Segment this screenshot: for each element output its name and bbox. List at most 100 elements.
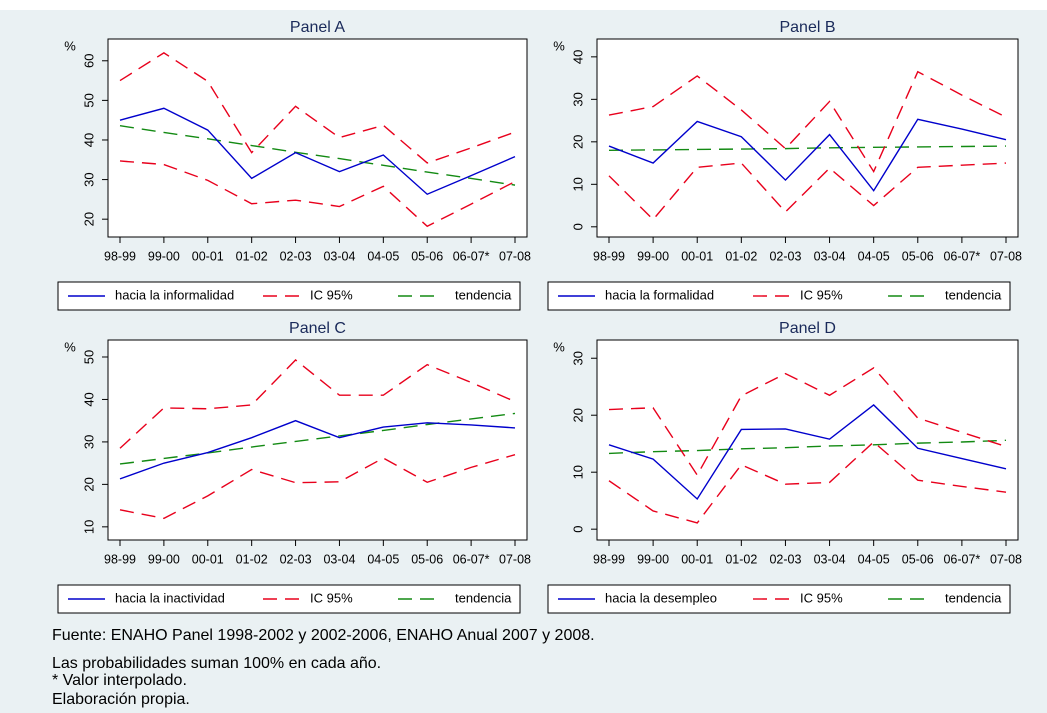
x-tick-label: 98-99 <box>104 552 136 566</box>
x-tick-label: 05-06 <box>411 249 443 263</box>
y-tick-label: 20 <box>81 477 96 491</box>
x-tick-label: 00-01 <box>192 249 224 263</box>
x-tick-label: 07-08 <box>990 552 1022 566</box>
y-tick-label: 0 <box>570 223 585 230</box>
series-line <box>608 145 1007 152</box>
x-tick-label: 06-07* <box>453 552 490 566</box>
x-tick-label: 99-00 <box>148 552 180 566</box>
legend-label: hacia la formalidad <box>605 287 714 302</box>
panel-title: Panel D <box>779 320 836 337</box>
x-tick-label: 02-03 <box>769 552 801 566</box>
x-tick-label: 07-08 <box>499 552 531 566</box>
series-line-lower <box>119 160 516 228</box>
series-line <box>119 52 516 164</box>
y-axis-label: % <box>553 38 565 53</box>
y-tick-label: 20 <box>570 408 585 422</box>
x-tick-label: 05-06 <box>902 552 934 566</box>
legend-label: tendencia <box>455 590 512 605</box>
x-tick-label: 01-02 <box>236 249 268 263</box>
x-tick-label: 99-00 <box>637 552 669 566</box>
x-tick-label: 07-08 <box>990 249 1022 263</box>
y-tick-label: 60 <box>81 54 96 68</box>
x-tick-label: 02-03 <box>280 249 312 263</box>
y-tick-label: 30 <box>570 351 585 365</box>
panel-title: Panel C <box>289 320 346 337</box>
x-tick-label: 00-01 <box>681 552 713 566</box>
y-axis-label: % <box>553 339 565 354</box>
y-tick-label: 30 <box>570 92 585 106</box>
legend-label: tendencia <box>945 590 1002 605</box>
plot-area <box>596 339 1019 541</box>
series-line <box>119 412 516 465</box>
series-line <box>608 439 1007 455</box>
series-line-lower <box>608 441 1007 524</box>
x-tick-label: 01-02 <box>236 552 268 566</box>
legend-label: IC 95% <box>310 590 353 605</box>
x-tick-label: 04-05 <box>858 249 890 263</box>
x-tick-label: 06-07* <box>453 249 490 263</box>
x-tick-label: 98-99 <box>104 249 136 263</box>
y-tick-label: 40 <box>81 392 96 406</box>
legend-label: hacia la inactividad <box>115 590 225 605</box>
series-line <box>608 70 1007 174</box>
x-tick-label: 98-99 <box>593 249 625 263</box>
legend-label: tendencia <box>455 287 512 302</box>
x-tick-label: 01-02 <box>725 552 757 566</box>
x-tick-label: 03-04 <box>323 552 355 566</box>
legend-label: IC 95% <box>800 590 843 605</box>
series-line <box>119 125 516 186</box>
x-tick-label: 06-07* <box>943 249 980 263</box>
footnote: * Valor interpolado. <box>52 672 187 689</box>
legend-label: hacia la informalidad <box>115 287 234 302</box>
x-tick-label: 99-00 <box>637 249 669 263</box>
x-tick-label: 00-01 <box>681 249 713 263</box>
y-tick-label: 30 <box>81 172 96 186</box>
series-line <box>608 367 1007 477</box>
x-tick-label: 99-00 <box>148 249 180 263</box>
x-tick-label: 00-01 <box>192 552 224 566</box>
x-tick-label: 03-04 <box>814 249 846 263</box>
x-tick-label: 98-99 <box>593 552 625 566</box>
legend-label: tendencia <box>945 287 1002 302</box>
x-tick-label: 02-03 <box>769 249 801 263</box>
panel-title: Panel B <box>779 19 835 36</box>
x-tick-label: 06-07* <box>943 552 980 566</box>
series-line-lower <box>119 453 516 520</box>
x-tick-label: 01-02 <box>725 249 757 263</box>
y-tick-label: 10 <box>570 177 585 191</box>
series-line <box>119 107 516 196</box>
x-tick-label: 03-04 <box>814 552 846 566</box>
panel-title: Panel A <box>290 19 345 36</box>
x-tick-label: 04-05 <box>367 249 399 263</box>
y-tick-label: 20 <box>81 212 96 226</box>
x-tick-label: 04-05 <box>858 552 890 566</box>
series-line <box>608 118 1007 192</box>
x-tick-label: 07-08 <box>499 249 531 263</box>
series-line <box>119 419 516 480</box>
x-tick-label: 05-06 <box>902 249 934 263</box>
y-tick-label: 10 <box>570 465 585 479</box>
footnote: Las probabilidades suman 100% en cada añ… <box>52 655 381 672</box>
y-tick-label: 40 <box>570 50 585 64</box>
legend-label: IC 95% <box>800 287 843 302</box>
y-tick-label: 20 <box>570 135 585 149</box>
series-line <box>608 404 1007 501</box>
plot-area <box>596 38 1019 238</box>
y-axis-label: % <box>64 38 76 53</box>
x-tick-label: 05-06 <box>411 552 443 566</box>
y-axis-label: % <box>64 339 76 354</box>
x-tick-label: 02-03 <box>280 552 312 566</box>
y-tick-label: 30 <box>81 435 96 449</box>
footnote: Fuente: ENAHO Panel 1998-2002 y 2002-200… <box>52 627 595 644</box>
series-line <box>119 359 516 449</box>
y-tick-label: 50 <box>81 350 96 364</box>
plot-area <box>107 339 528 541</box>
x-tick-label: 04-05 <box>367 552 399 566</box>
legend-label: IC 95% <box>310 287 353 302</box>
series-line-lower <box>608 162 1007 221</box>
legend-label: hacia la desempleo <box>605 590 717 605</box>
y-tick-label: 50 <box>81 93 96 107</box>
y-tick-label: 0 <box>570 526 585 533</box>
